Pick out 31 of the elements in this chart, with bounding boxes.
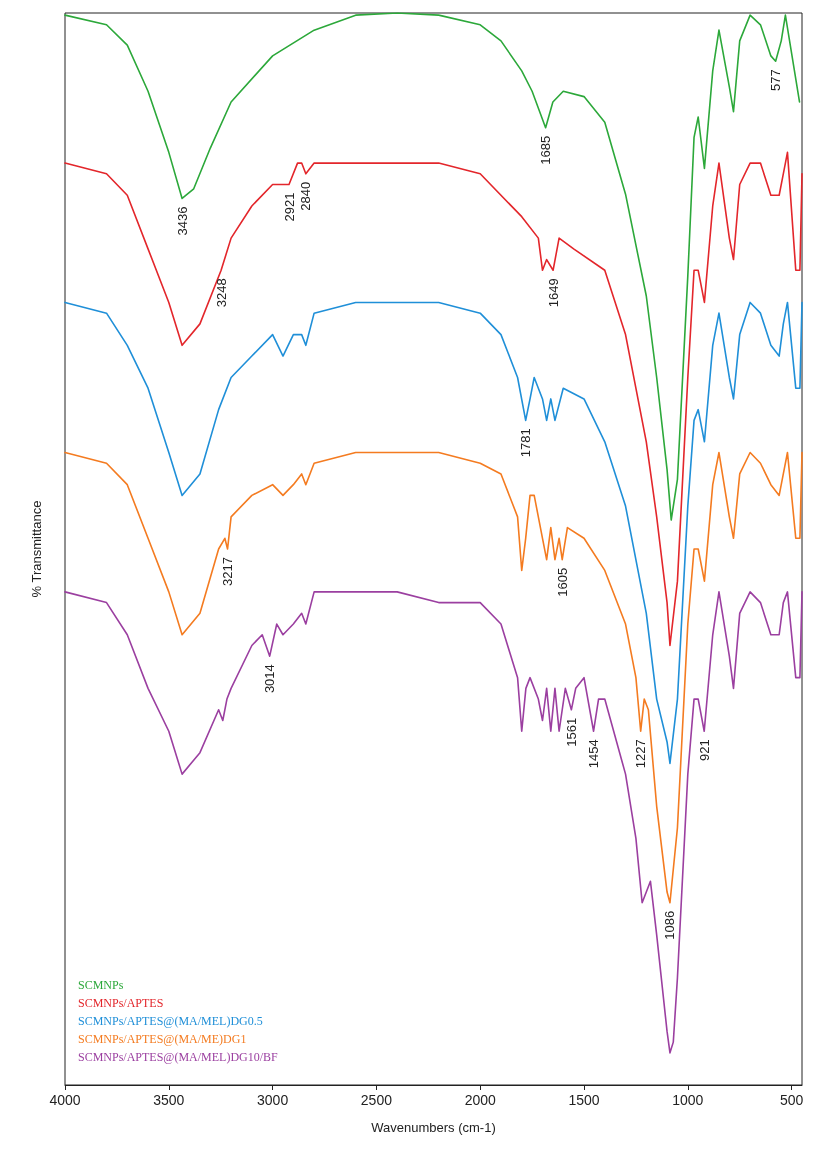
annotation: 1227: [633, 739, 649, 769]
annotation: 3014: [262, 664, 278, 694]
x-tick-label: 3500: [153, 1092, 185, 1108]
annotation: 921: [696, 739, 712, 761]
x-tick-label: 1000: [672, 1092, 704, 1108]
annotation: 577: [768, 69, 784, 91]
x-tick-label: 2500: [360, 1092, 393, 1108]
annotation: 3248: [213, 278, 229, 308]
annotation: 1454: [586, 739, 602, 769]
annotation: 3217: [220, 557, 236, 586]
x-axis-title: Wavenumbers (cm-1): [371, 1120, 496, 1135]
x-tick-label: 2000: [464, 1092, 496, 1108]
annotation: 1649: [545, 278, 561, 308]
x-tick-label: 3000: [257, 1092, 289, 1108]
x-tick-label: 1500: [568, 1092, 600, 1108]
text: SCMNPs/APTES@(MA/MEL)DG10/BF: [78, 1050, 279, 1064]
text: SCMNPs/APTES: [78, 996, 164, 1010]
text: SCMNPs: [78, 978, 124, 992]
text: SCMNPs/APTES@(MA/ME)DG1: [78, 1032, 247, 1046]
x-tick-label: 500: [779, 1092, 804, 1108]
text: SCMNPs/APTES@(MA/MEL)DG0.5: [78, 1014, 263, 1028]
annotation: 1561: [563, 717, 579, 747]
annotation: 1685: [538, 135, 554, 165]
annotation: 3436: [174, 206, 190, 236]
x-tick-label: 4000: [49, 1092, 81, 1108]
annotation: 2840: [298, 181, 314, 211]
y-axis-title: % Transmittance: [29, 500, 44, 598]
annotation: 1605: [554, 567, 570, 597]
annotation: 2921: [281, 192, 297, 222]
annotation: 1781: [518, 428, 534, 458]
annotation: 1086: [662, 910, 678, 940]
